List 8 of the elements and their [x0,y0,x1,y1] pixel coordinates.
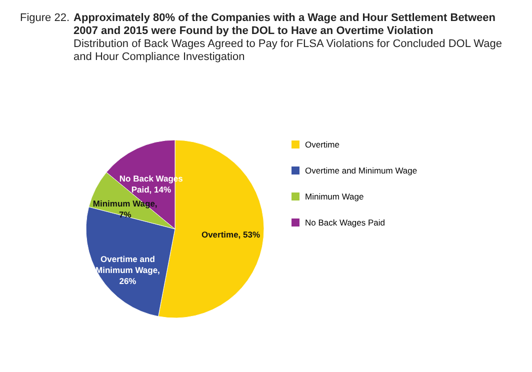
chart-subtitle: Distribution of Back Wages Agreed to Pay for FLSA Violations for Concluded DOL Wage and Hour Compliance Investigation [74,38,503,64]
legend-label: Minimum Wage [305,192,364,202]
data-label: Overtime and Minimum Wage, 26% [96,254,160,286]
legend-label: Overtime and Minimum Wage [305,166,418,176]
chart-title: Figure 22. Approximately 80% of the Companies with a Wage and Hour Settlement Between 2007 and 2015 were Found by the DOL to Have an Overtime Violation [20,12,496,38]
legend-label: No Back Wages Paid [305,218,386,228]
legend-label: Overtime [305,140,340,150]
data-label: Overtime, 53% [201,229,260,240]
